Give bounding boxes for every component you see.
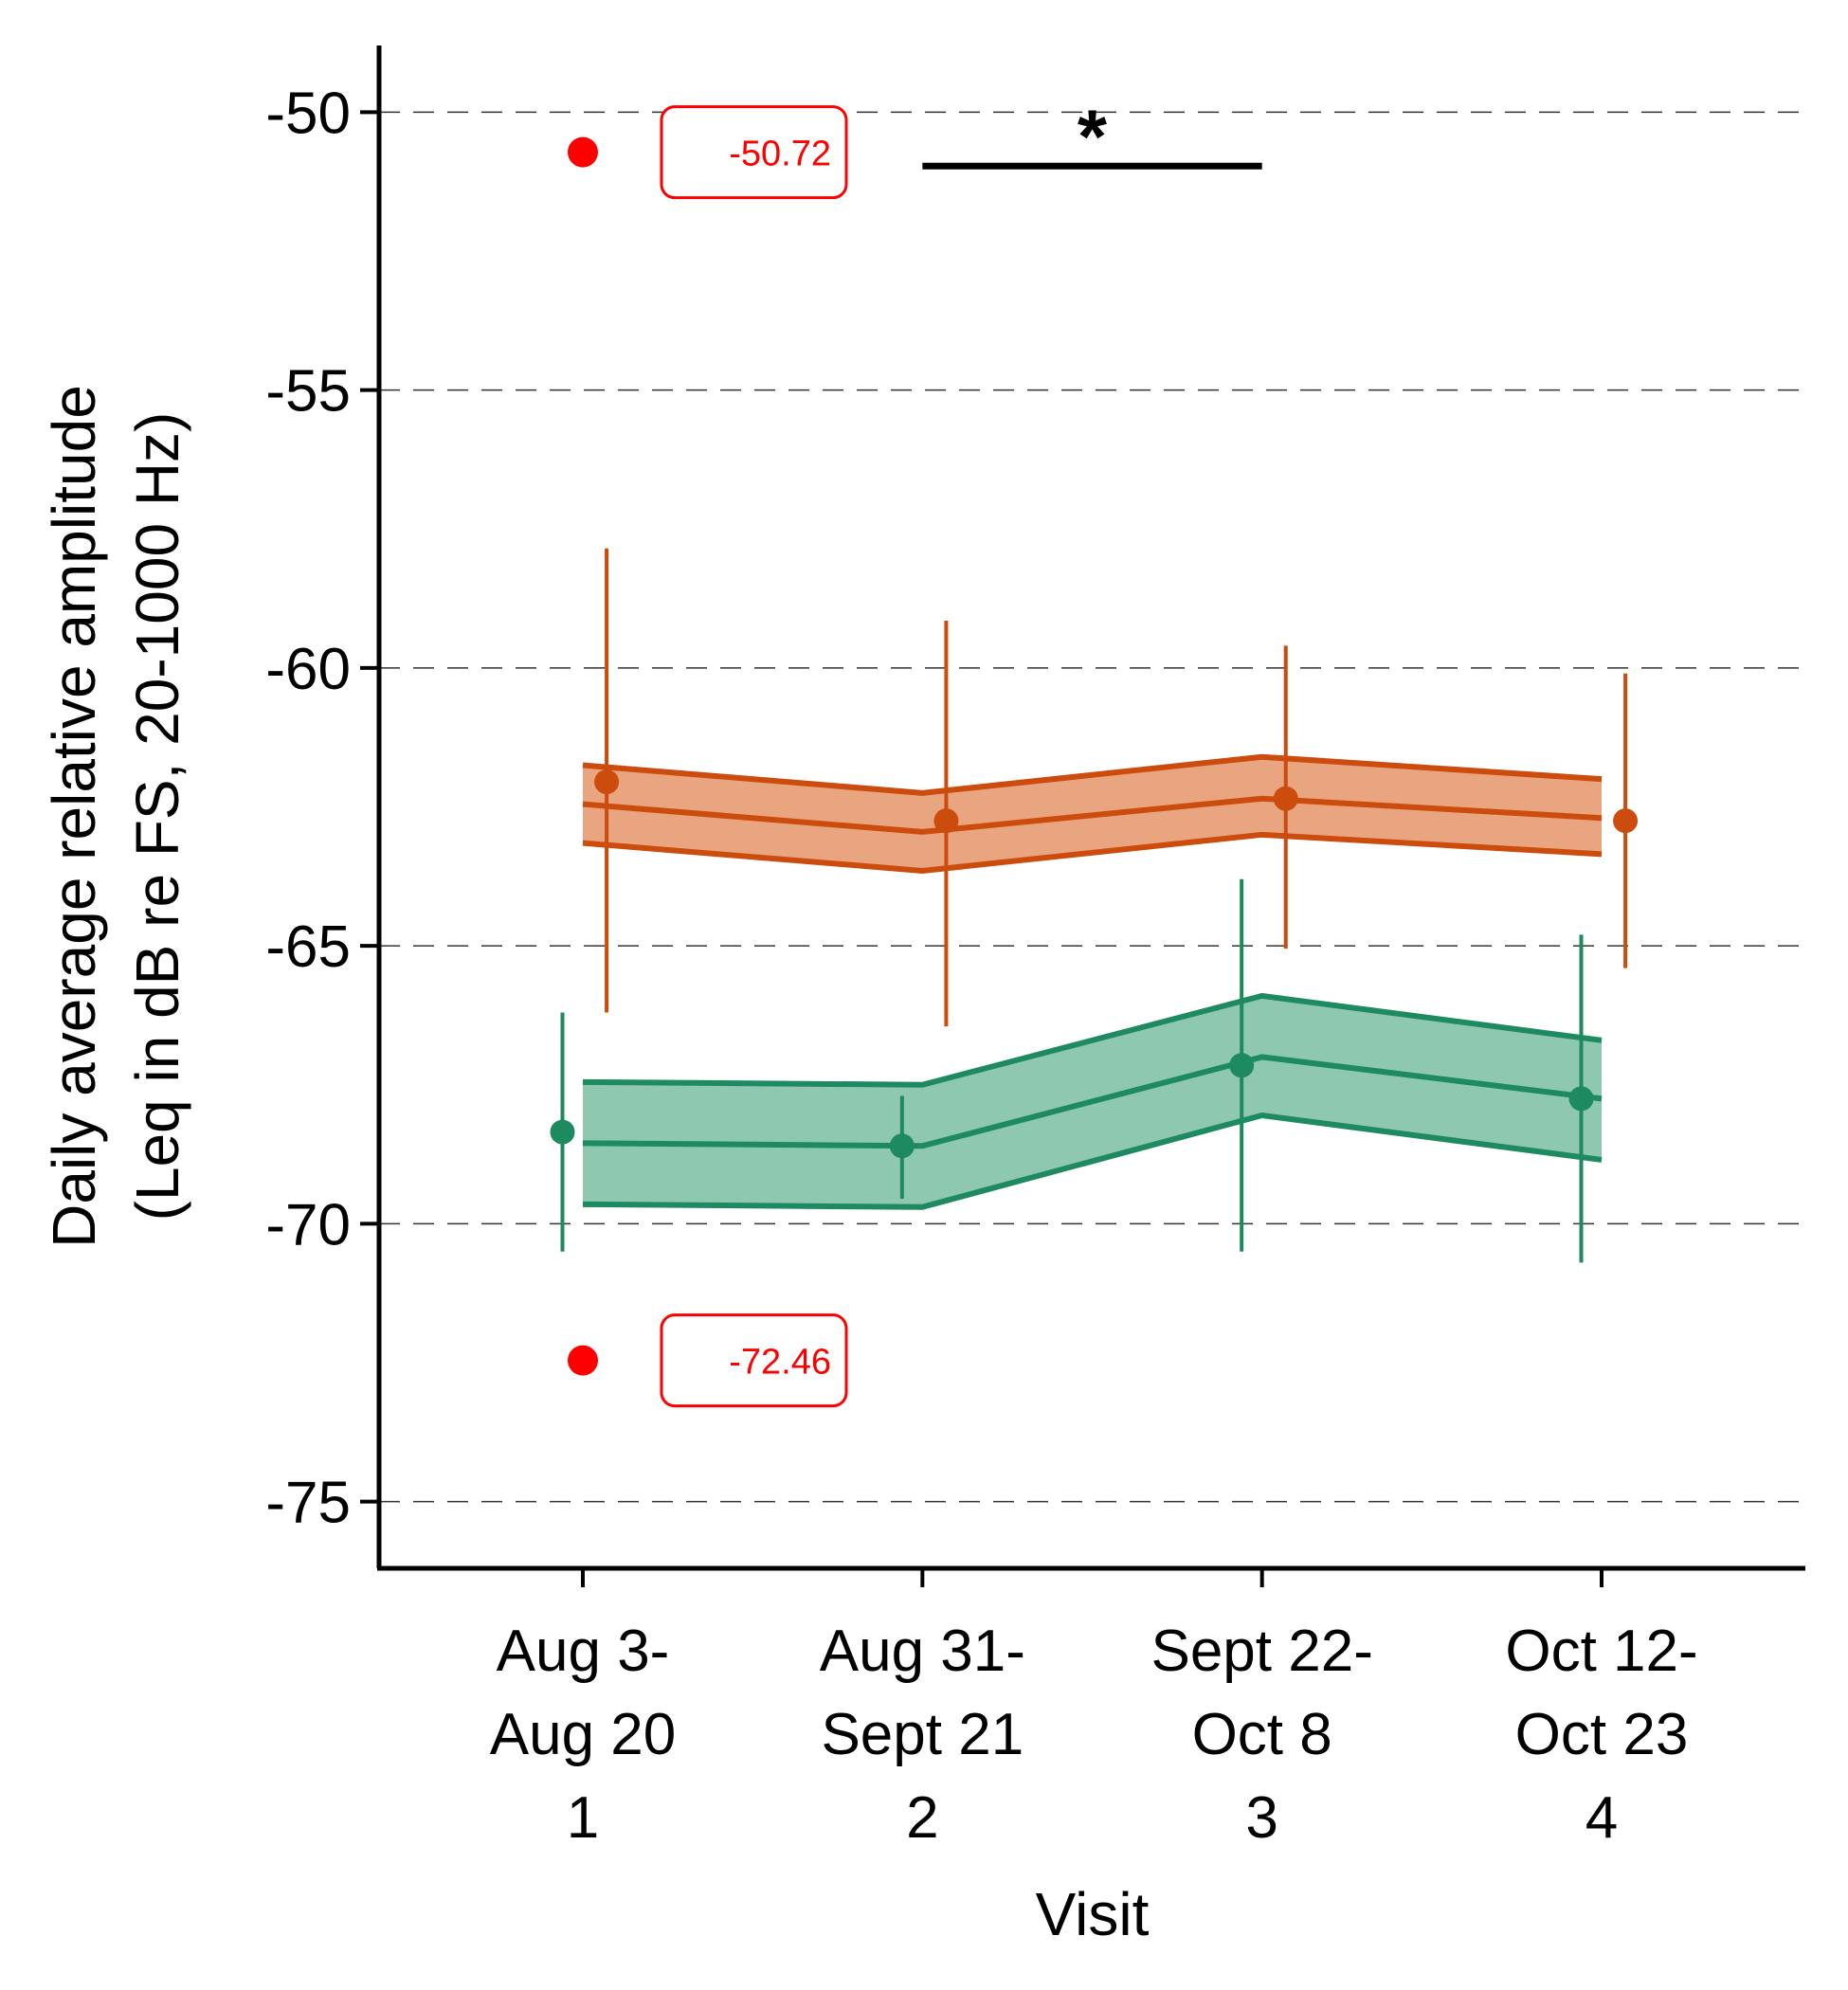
data-point <box>933 808 959 834</box>
data-point <box>889 1133 915 1159</box>
confidence-band-edge <box>582 992 1603 1088</box>
data-point <box>594 769 620 795</box>
annotations: -50.72 -72.46 * <box>568 94 1262 1408</box>
confidence-band-edge <box>582 831 1603 874</box>
data-point <box>1229 1053 1255 1078</box>
y-tick-label: -65 <box>265 914 351 980</box>
confidence-band-edge <box>582 753 1603 796</box>
annotation-label: -50.72 <box>729 135 831 174</box>
data-point <box>550 1119 575 1145</box>
annotation-box <box>660 1313 848 1408</box>
model-fit-line <box>582 1054 1603 1149</box>
y-axis-title: Daily average relative amplitude (Leq in … <box>40 385 191 1248</box>
model-fit-lines <box>582 753 1603 1210</box>
y-tick-label: -50 <box>265 81 351 146</box>
data-point <box>1613 808 1639 834</box>
data-point <box>1273 786 1298 811</box>
data-point <box>1568 1086 1594 1112</box>
y-tick-label: -75 <box>265 1471 351 1536</box>
y-tick-label: -60 <box>265 637 351 702</box>
annotation-box <box>660 105 848 200</box>
axes: -50 -55 -60 -65 -70 -75 Aug 3-Aug 20 1 Aug 31-Se… <box>265 45 1805 1851</box>
x-tick-label: Aug 31-Sept 21 2 <box>820 1619 1025 1851</box>
confidence-band-edge <box>582 1112 1603 1210</box>
x-axis-title: Visit <box>1036 1880 1150 1948</box>
x-tick-label: Oct 12-Oct 23 4 <box>1505 1619 1697 1851</box>
y-tick-label: -55 <box>265 359 351 425</box>
data-points <box>550 548 1639 1263</box>
y-tick-label: -70 <box>265 1192 351 1257</box>
annotation-point <box>568 136 598 168</box>
annotation-label: -72.46 <box>729 1343 831 1383</box>
x-tick-label: Aug 3-Aug 20 1 <box>490 1619 677 1851</box>
model-fit-line <box>582 795 1603 835</box>
annotation-point <box>568 1345 598 1376</box>
significance-label: * <box>1078 94 1108 178</box>
